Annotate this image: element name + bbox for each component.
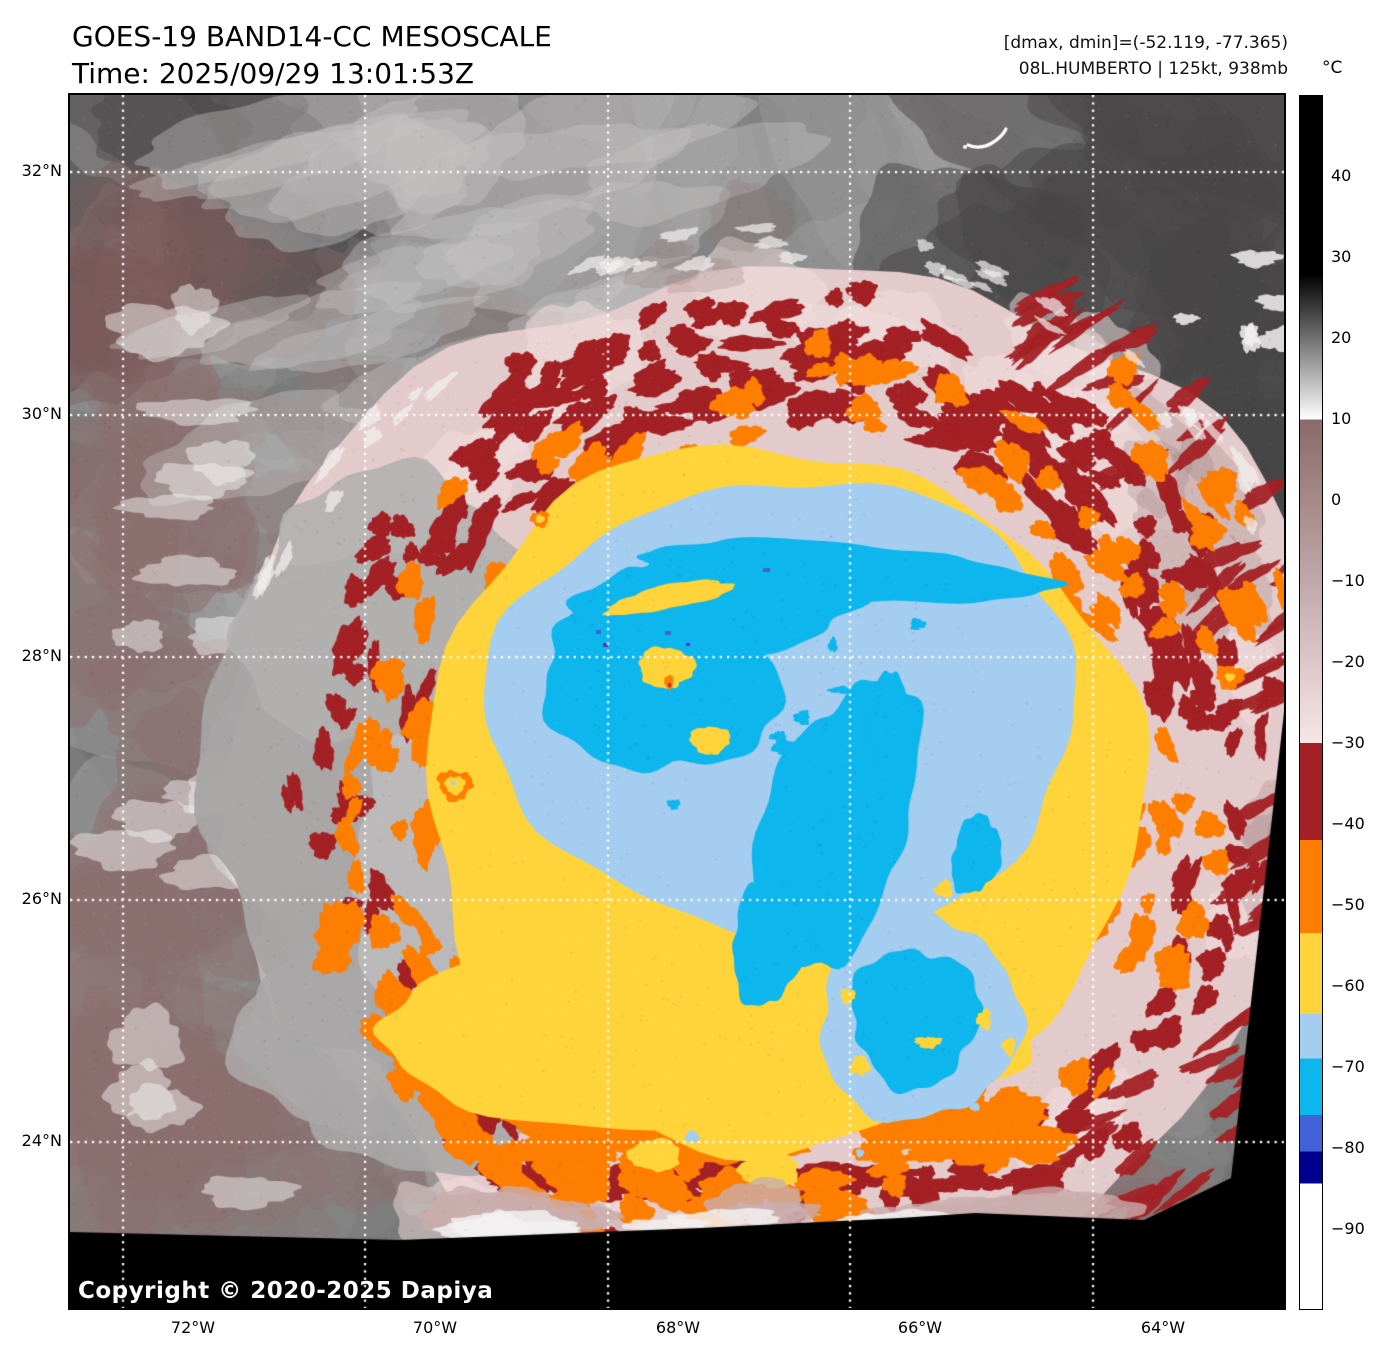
colorbar-tick: 10 [1331, 409, 1352, 428]
copyright-watermark: Copyright © 2020-2025 Dapiya [78, 1278, 494, 1304]
lat-tick-label: 32°N [21, 161, 62, 180]
title-block: GOES-19 BAND14-CC MESOSCALE Time: 2025/0… [72, 18, 552, 92]
lon-tick-label: 68°W [655, 1318, 701, 1337]
lon-tick-label: 64°W [1140, 1318, 1186, 1337]
colorbar-tick: −90 [1331, 1219, 1365, 1238]
colorbar-tick: −80 [1331, 1138, 1365, 1157]
lat-tick-label: 26°N [21, 889, 62, 908]
colorbar-tick: −40 [1331, 814, 1365, 833]
timestamp: Time: 2025/09/29 13:01:53Z [72, 57, 475, 90]
lat-tick-label: 24°N [21, 1131, 62, 1150]
page-title: GOES-19 BAND14-CC MESOSCALE [72, 20, 552, 53]
colorbar-unit-label: °C [1322, 58, 1343, 78]
lon-tick-label: 72°W [170, 1318, 216, 1337]
lon-tick-label: 70°W [412, 1318, 458, 1337]
colorbar-tick: −10 [1331, 571, 1365, 590]
colorbar-tick: −20 [1331, 652, 1365, 671]
colorbar-tick: 0 [1331, 490, 1342, 509]
colorbar-tick: −50 [1331, 895, 1365, 914]
lon-tick-label: 66°W [897, 1318, 943, 1337]
colorbar-tick: −60 [1331, 976, 1365, 995]
colorbar-tick: 40 [1331, 166, 1352, 185]
colorbar-tick: 20 [1331, 328, 1352, 347]
lat-tick-label: 30°N [21, 404, 62, 423]
colorbar-tick: −70 [1331, 1057, 1365, 1076]
info-block: [dmax, dmin]=(-52.119, -77.365) 08L.HUMB… [1004, 30, 1288, 82]
dmax-dmin-readout: [dmax, dmin]=(-52.119, -77.365) [1003, 33, 1288, 53]
satellite-map-image [70, 95, 1286, 1310]
colorbar-tick: −30 [1331, 733, 1365, 752]
lat-tick-label: 28°N [21, 646, 62, 665]
colorbar-tick: 30 [1331, 247, 1352, 266]
storm-status: 08L.HUMBERTO | 125kt, 938mb [1018, 59, 1288, 79]
temperature-colorbar [1299, 95, 1323, 1310]
